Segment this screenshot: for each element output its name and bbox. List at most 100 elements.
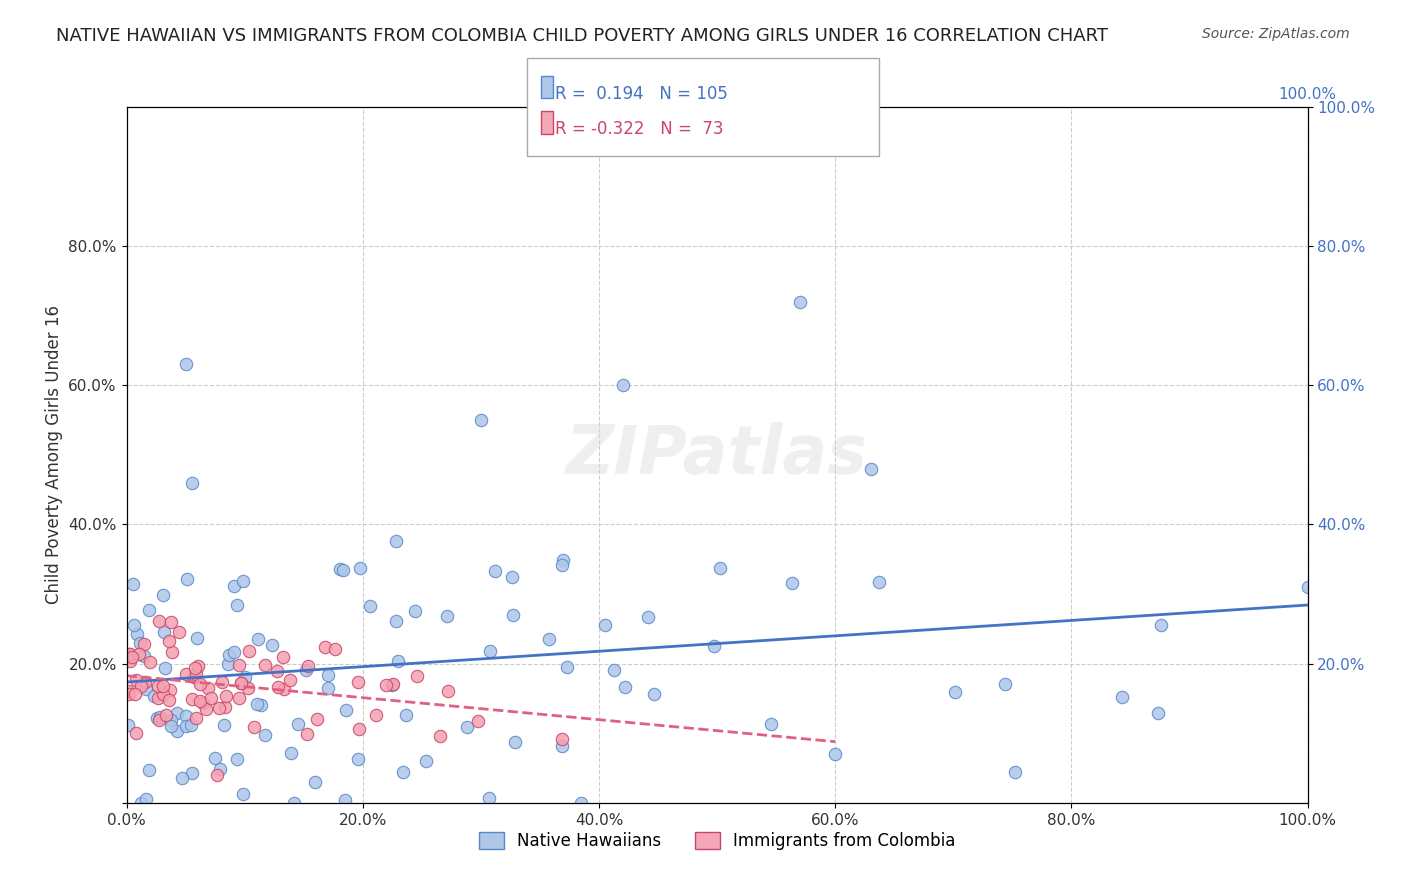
Point: [502, 608, 524, 623]
Point: [551, 732, 574, 747]
Point: [197, 681, 219, 695]
Point: [295, 726, 318, 740]
Point: [125, 673, 148, 687]
Point: [124, 687, 146, 701]
Point: [287, 716, 309, 731]
Point: [266, 664, 288, 678]
Point: [228, 657, 250, 672]
Point: [222, 579, 245, 593]
Point: [129, 636, 152, 650]
Point: [187, 659, 209, 673]
Point: [637, 610, 659, 624]
Point: [238, 644, 260, 658]
Point: [332, 564, 354, 578]
Point: [329, 562, 352, 576]
Point: [170, 771, 193, 785]
Point: [1296, 580, 1319, 594]
Point: [152, 679, 174, 693]
Point: [152, 588, 174, 602]
Point: [280, 747, 302, 761]
Point: [505, 735, 527, 749]
Point: [157, 693, 180, 707]
Point: [146, 691, 169, 706]
Point: [134, 675, 156, 690]
Point: [138, 763, 160, 777]
Point: [190, 693, 212, 707]
Point: [943, 685, 966, 699]
Point: [479, 644, 502, 658]
Point: [160, 713, 183, 727]
Point: [160, 719, 183, 733]
Point: [181, 692, 204, 706]
Point: [181, 475, 204, 490]
Point: [135, 792, 157, 806]
Point: [349, 561, 371, 575]
Point: [117, 718, 139, 732]
Point: [391, 765, 413, 780]
Text: Source: ZipAtlas.com: Source: ZipAtlas.com: [1202, 27, 1350, 41]
Point: [118, 687, 141, 701]
Point: [1146, 706, 1168, 720]
Point: [603, 663, 626, 677]
Point: [149, 709, 172, 723]
Point: [283, 796, 305, 810]
Text: ZIPatlas: ZIPatlas: [567, 422, 868, 488]
Point: [205, 767, 228, 781]
Point: [349, 722, 371, 736]
Point: [593, 617, 616, 632]
Point: [273, 682, 295, 697]
Point: [824, 747, 846, 761]
Point: [384, 533, 406, 548]
Point: [135, 681, 157, 696]
Point: [304, 775, 326, 789]
Point: [297, 658, 319, 673]
Point: [346, 675, 368, 690]
Point: [375, 678, 398, 692]
Point: [316, 667, 339, 681]
Point: [215, 689, 238, 703]
Legend: Native Hawaiians, Immigrants from Colombia: Native Hawaiians, Immigrants from Colomb…: [472, 826, 962, 857]
Point: [437, 683, 460, 698]
Point: [553, 552, 575, 566]
Point: [148, 679, 170, 693]
Point: [153, 625, 176, 640]
Point: [232, 574, 254, 589]
Point: [186, 667, 208, 681]
Point: [868, 575, 890, 590]
Point: [364, 707, 387, 722]
Point: [148, 614, 170, 628]
Point: [703, 639, 725, 653]
Point: [232, 787, 254, 801]
Point: [129, 796, 152, 810]
Point: [278, 673, 301, 687]
Point: [859, 462, 882, 476]
Point: [121, 650, 143, 665]
Point: [456, 720, 478, 734]
Point: [759, 717, 782, 731]
Point: [122, 617, 145, 632]
Point: [157, 633, 180, 648]
Point: [1150, 617, 1173, 632]
Point: [162, 645, 184, 659]
Point: [250, 698, 273, 712]
Point: [134, 648, 156, 663]
Point: [993, 677, 1015, 691]
Point: [117, 684, 139, 698]
Point: [176, 572, 198, 586]
Point: [346, 752, 368, 766]
Point: [406, 668, 429, 682]
Point: [159, 683, 181, 698]
Point: [195, 702, 218, 716]
Point: [314, 640, 336, 655]
Point: [214, 700, 236, 714]
Point: [208, 763, 231, 777]
Point: [243, 720, 266, 734]
Point: [148, 713, 170, 727]
Point: [183, 670, 205, 684]
Point: [233, 670, 256, 684]
Point: [359, 599, 381, 613]
Point: [129, 679, 152, 693]
Point: [385, 614, 408, 628]
Point: [211, 674, 233, 689]
Point: [200, 690, 222, 705]
